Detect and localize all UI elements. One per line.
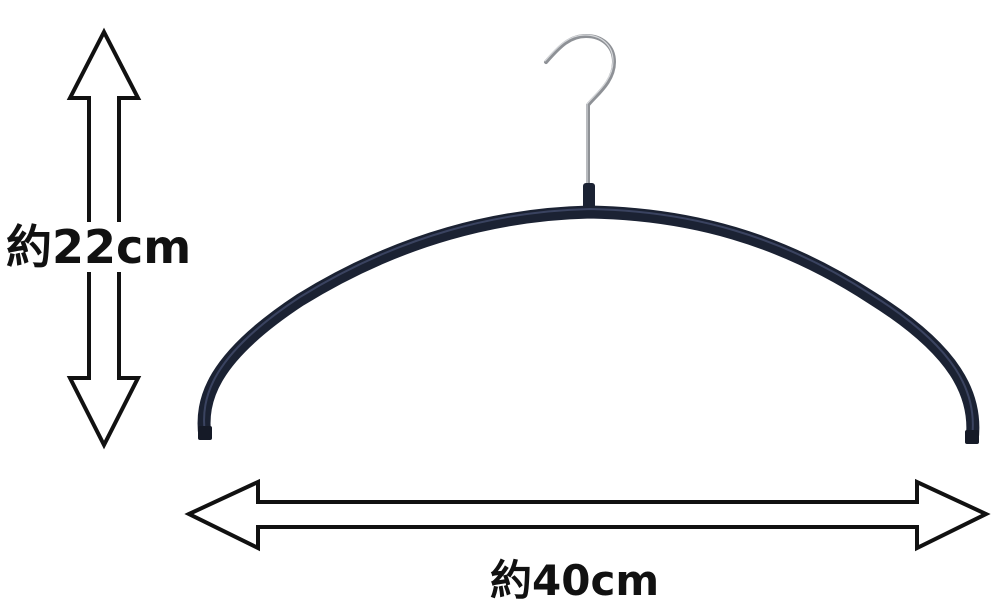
hanger-arch: [197, 205, 980, 442]
horizontal-double-arrow-icon: [184, 478, 991, 552]
clothes-hanger: [197, 33, 980, 444]
hanger-hook-socket: [583, 183, 595, 213]
hanger-end-cap-left: [198, 426, 212, 440]
hanger-hook: [544, 33, 617, 188]
hanger-end-cap-right: [965, 430, 979, 444]
width-dimension-label: 約40cm: [486, 560, 664, 602]
height-dimension-label: 約22cm: [6, 220, 192, 274]
